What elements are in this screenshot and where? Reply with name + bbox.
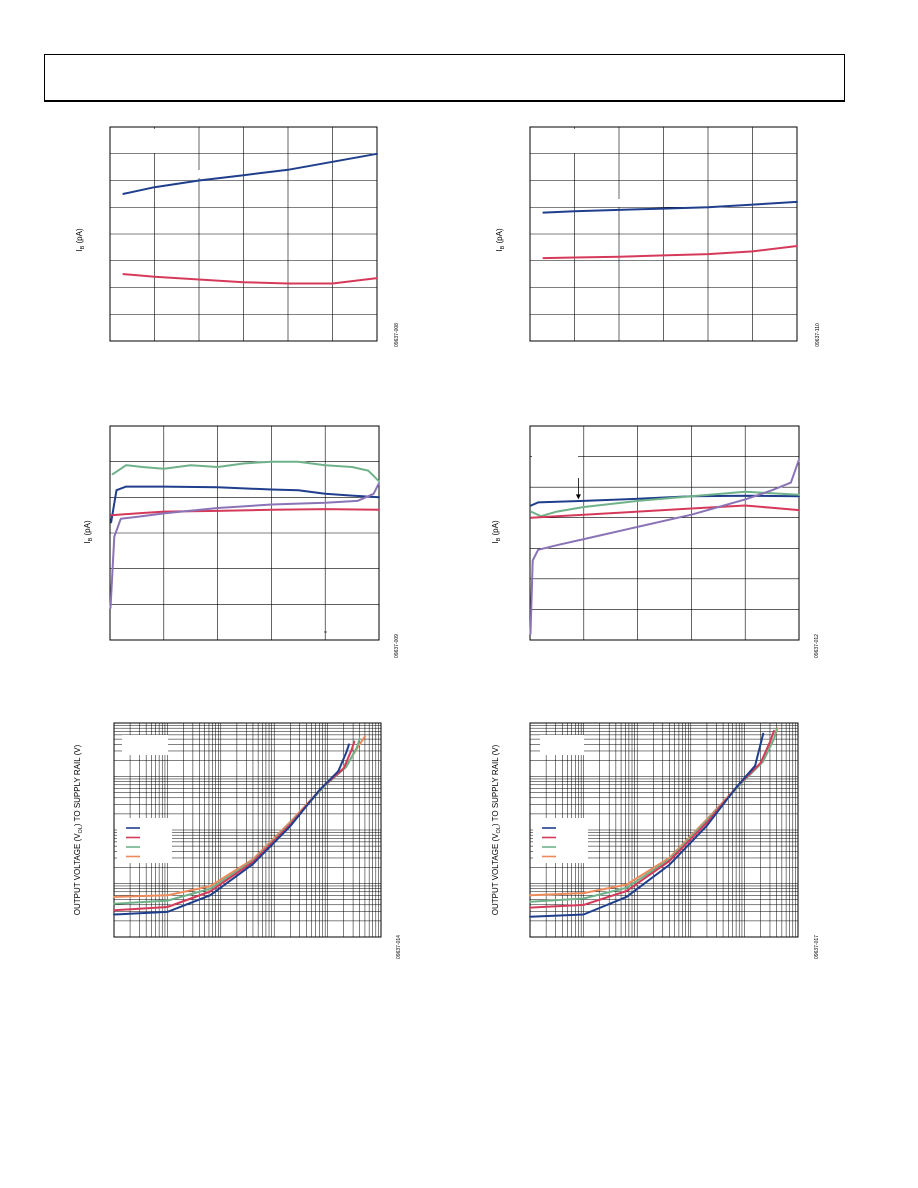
- figure-id: 09637-017: [814, 935, 820, 959]
- plot-area: [109, 126, 378, 342]
- legend: [117, 818, 172, 863]
- y-axis-label: IB (pA): [495, 228, 506, 252]
- label-mask: [112, 428, 162, 456]
- y-axis-label: IB (pA): [83, 520, 94, 544]
- figure-id: 09637-008: [394, 323, 400, 347]
- series-line-red: [542, 245, 798, 260]
- label-mask: [532, 428, 578, 478]
- plot-frame: [529, 126, 798, 342]
- plot-frame: [529, 425, 800, 641]
- gridlines: [529, 723, 798, 938]
- label-mask: [122, 735, 168, 755]
- figure-id: 09637-110: [815, 323, 821, 347]
- plot-area: [529, 126, 798, 342]
- plot-area: [529, 425, 800, 641]
- legend: [533, 818, 588, 863]
- y-axis-label: IB (pA): [75, 228, 86, 252]
- series-line-green: [529, 728, 778, 903]
- plot-area: [529, 722, 799, 938]
- plot-area: [113, 722, 382, 938]
- plot-frame: [109, 126, 378, 342]
- label-mask: [540, 735, 584, 755]
- figure-id: 09637-009: [394, 634, 400, 658]
- label-mask: [112, 129, 182, 153]
- series-line-green: [111, 460, 380, 483]
- series-line-purple: [109, 482, 380, 609]
- series-line-red: [530, 504, 800, 519]
- chart-ib-top-right: IB (pA) 09637-110: [495, 126, 821, 347]
- series-line-blue: [529, 732, 765, 918]
- series-line-blue: [542, 200, 798, 214]
- plot-frame: [529, 722, 799, 938]
- legend-box: [117, 818, 172, 863]
- gridlines: [110, 426, 379, 640]
- y-axis-label: OUTPUT VOLTAGE (VOL) TO SUPPLY RAIL (V): [491, 744, 502, 915]
- series-line-red: [110, 508, 380, 517]
- label-mask: [608, 199, 646, 207]
- chart-vol-bottom-right: OUTPUT VOLTAGE (VOL) TO SUPPLY RAIL (V) …: [491, 722, 820, 959]
- figure-id: 09637-014: [396, 935, 402, 959]
- y-axis-label: IB (pA): [491, 520, 502, 544]
- chart-ib-top-left: IB (pA) 09637-008: [75, 126, 400, 347]
- series-line-purple: [529, 458, 800, 635]
- chart-vol-bottom-left: OUTPUT VOLTAGE (VOL) TO SUPPLY RAIL (V) …: [73, 722, 402, 959]
- gridlines: [110, 127, 377, 341]
- plot-frame: [113, 722, 382, 938]
- y-axis-label: OUTPUT VOLTAGE (VOL) TO SUPPLY RAIL (V): [73, 744, 84, 915]
- series-line-blue: [113, 743, 350, 916]
- series-line-blue: [530, 494, 800, 507]
- label-mask: [180, 170, 225, 178]
- plot-frame: [109, 425, 380, 641]
- series-line-red: [113, 740, 356, 912]
- gridlines: [530, 127, 797, 341]
- legend-box: [533, 818, 588, 863]
- series-line-blue: [110, 485, 380, 524]
- series-line-blue: [122, 152, 378, 195]
- gridlines: [530, 426, 799, 640]
- annotation-arrow-head: [575, 494, 581, 500]
- series-line-red: [529, 730, 775, 909]
- plot-area: [109, 425, 380, 641]
- series-line-red: [122, 273, 378, 285]
- chart-ib-middle-right: IB (pA) 09637-012: [491, 425, 820, 658]
- figure-id: 09637-012: [814, 634, 820, 658]
- label-mask: [532, 129, 602, 153]
- page-header: [44, 54, 845, 102]
- chart-ib-middle-left: IB (pA) 09637-009: [83, 425, 400, 658]
